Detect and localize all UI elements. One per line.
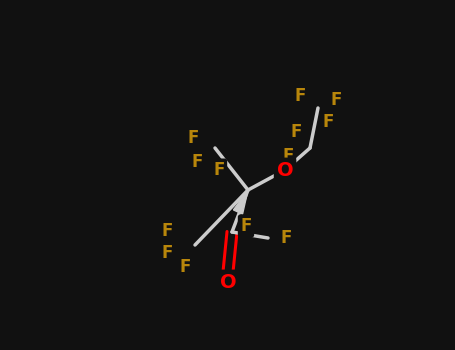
- Text: F: F: [162, 244, 173, 262]
- Text: F: F: [322, 113, 334, 131]
- Text: F: F: [162, 222, 173, 240]
- Text: F: F: [282, 147, 293, 165]
- Text: F: F: [191, 153, 202, 171]
- Text: F: F: [330, 91, 342, 109]
- Text: F: F: [280, 229, 292, 247]
- Text: F: F: [294, 87, 306, 105]
- Text: O: O: [277, 161, 293, 180]
- Text: F: F: [213, 161, 225, 179]
- Text: F: F: [179, 258, 191, 276]
- Text: F: F: [187, 129, 199, 147]
- Polygon shape: [233, 190, 248, 214]
- Text: F: F: [290, 123, 302, 141]
- Text: F: F: [240, 217, 252, 235]
- Text: O: O: [220, 273, 236, 292]
